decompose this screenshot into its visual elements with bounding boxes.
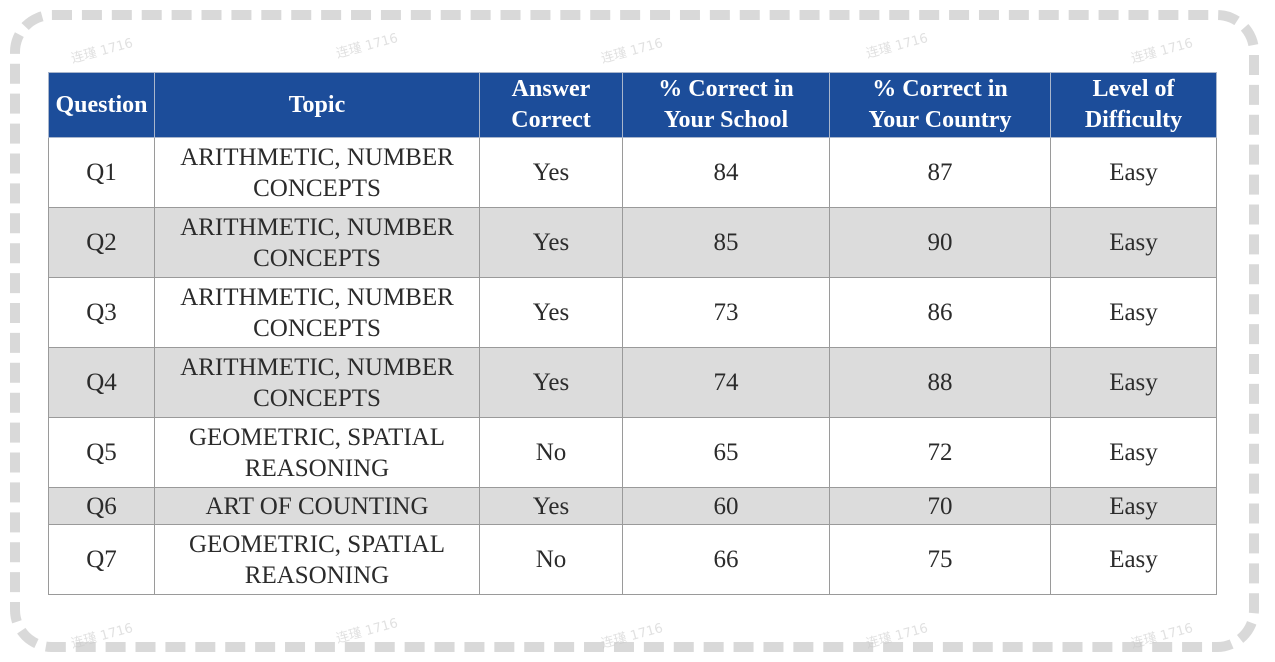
cell-answer-correct: Yes bbox=[479, 207, 623, 278]
cell-topic: ARITHMETIC, NUMBER CONCEPTS bbox=[154, 347, 480, 418]
header-answer-correct: Answer Correct bbox=[479, 72, 623, 138]
topic-line: ARITHMETIC, NUMBER bbox=[180, 213, 454, 241]
cell-pct-country: 87 bbox=[829, 137, 1051, 208]
cell-question: Q7 bbox=[48, 524, 155, 595]
results-table: Question Topic Answer Correct % Correct i… bbox=[48, 72, 1217, 595]
header-pct-school: % Correct in Your School bbox=[622, 72, 830, 138]
cell-answer-correct: Yes bbox=[479, 137, 623, 208]
table-row: Q1 ARITHMETIC, NUMBER CONCEPTS Yes 84 87 Easy bbox=[48, 137, 1217, 208]
table-row: Q4 ARITHMETIC, NUMBER CONCEPTS Yes 74 88 Easy bbox=[48, 347, 1217, 418]
cell-topic: GEOMETRIC, SPATIAL REASONING bbox=[154, 524, 480, 595]
topic-line: ARITHMETIC, NUMBER bbox=[180, 353, 454, 381]
cell-pct-school: 85 bbox=[622, 207, 830, 278]
topic-line: GEOMETRIC, SPATIAL bbox=[188, 530, 446, 558]
cell-topic: ARITHMETIC, NUMBER CONCEPTS bbox=[154, 137, 480, 208]
cell-topic: ARITHMETIC, NUMBER CONCEPTS bbox=[154, 277, 480, 348]
cell-pct-school: 60 bbox=[622, 487, 830, 525]
cell-pct-country: 75 bbox=[829, 524, 1051, 595]
topic-line: GEOMETRIC, SPATIAL bbox=[188, 423, 446, 451]
table-body: Q1 ARITHMETIC, NUMBER CONCEPTS Yes 84 87 Easy Q… bbox=[48, 137, 1217, 595]
cell-difficulty: Easy bbox=[1050, 417, 1217, 488]
cell-pct-country: 86 bbox=[829, 277, 1051, 348]
table-row: Q2 ARITHMETIC, NUMBER CONCEPTS Yes 85 90 Easy bbox=[48, 207, 1217, 278]
dashed-frame bbox=[10, 10, 1259, 652]
topic-line: REASONING bbox=[244, 454, 390, 482]
cell-topic: GEOMETRIC, SPATIAL REASONING bbox=[154, 417, 480, 488]
topic-line: CONCEPTS bbox=[253, 384, 381, 412]
cell-answer-correct: Yes bbox=[479, 487, 623, 525]
topic-line: CONCEPTS bbox=[253, 244, 381, 272]
cell-pct-country: 90 bbox=[829, 207, 1051, 278]
cell-difficulty: Easy bbox=[1050, 524, 1217, 595]
cell-answer-correct: No bbox=[479, 417, 623, 488]
cell-difficulty: Easy bbox=[1050, 277, 1217, 348]
cell-question: Q4 bbox=[48, 347, 155, 418]
cell-question: Q5 bbox=[48, 417, 155, 488]
header-difficulty: Level of Difficulty bbox=[1050, 72, 1217, 138]
cell-question: Q6 bbox=[48, 487, 155, 525]
topic-line: CONCEPTS bbox=[253, 314, 381, 342]
cell-difficulty: Easy bbox=[1050, 487, 1217, 525]
header-row: Question Topic Answer Correct % Correct i… bbox=[48, 72, 1217, 138]
cell-question: Q2 bbox=[48, 207, 155, 278]
cell-answer-correct: Yes bbox=[479, 277, 623, 348]
cell-pct-country: 70 bbox=[829, 487, 1051, 525]
topic-line: CONCEPTS bbox=[253, 174, 381, 202]
cell-difficulty: Easy bbox=[1050, 347, 1217, 418]
cell-topic: ARITHMETIC, NUMBER CONCEPTS bbox=[154, 207, 480, 278]
cell-question: Q1 bbox=[48, 137, 155, 208]
header-question: Question bbox=[48, 72, 155, 138]
topic-line: ART OF COUNTING bbox=[205, 492, 429, 520]
cell-pct-school: 66 bbox=[622, 524, 830, 595]
cell-answer-correct: Yes bbox=[479, 347, 623, 418]
table-row: Q6 ART OF COUNTING Yes 60 70 Easy bbox=[48, 487, 1217, 525]
cell-pct-school: 65 bbox=[622, 417, 830, 488]
cell-topic: ART OF COUNTING bbox=[154, 487, 480, 525]
cell-difficulty: Easy bbox=[1050, 137, 1217, 208]
table-row: Q7 GEOMETRIC, SPATIAL REASONING No 66 75 Easy bbox=[48, 524, 1217, 595]
header-pct-country: % Correct in Your Country bbox=[829, 72, 1051, 138]
header-topic: Topic bbox=[154, 72, 480, 138]
cell-question: Q3 bbox=[48, 277, 155, 348]
cell-pct-country: 72 bbox=[829, 417, 1051, 488]
cell-pct-country: 88 bbox=[829, 347, 1051, 418]
topic-line: ARITHMETIC, NUMBER bbox=[180, 143, 454, 171]
cell-answer-correct: No bbox=[479, 524, 623, 595]
cell-pct-school: 73 bbox=[622, 277, 830, 348]
topic-line: ARITHMETIC, NUMBER bbox=[180, 283, 454, 311]
cell-difficulty: Easy bbox=[1050, 207, 1217, 278]
table-row: Q5 GEOMETRIC, SPATIAL REASONING No 65 72 Easy bbox=[48, 417, 1217, 488]
topic-line: REASONING bbox=[244, 561, 390, 589]
cell-pct-school: 74 bbox=[622, 347, 830, 418]
table-row: Q3 ARITHMETIC, NUMBER CONCEPTS Yes 73 86 Easy bbox=[48, 277, 1217, 348]
cell-pct-school: 84 bbox=[622, 137, 830, 208]
